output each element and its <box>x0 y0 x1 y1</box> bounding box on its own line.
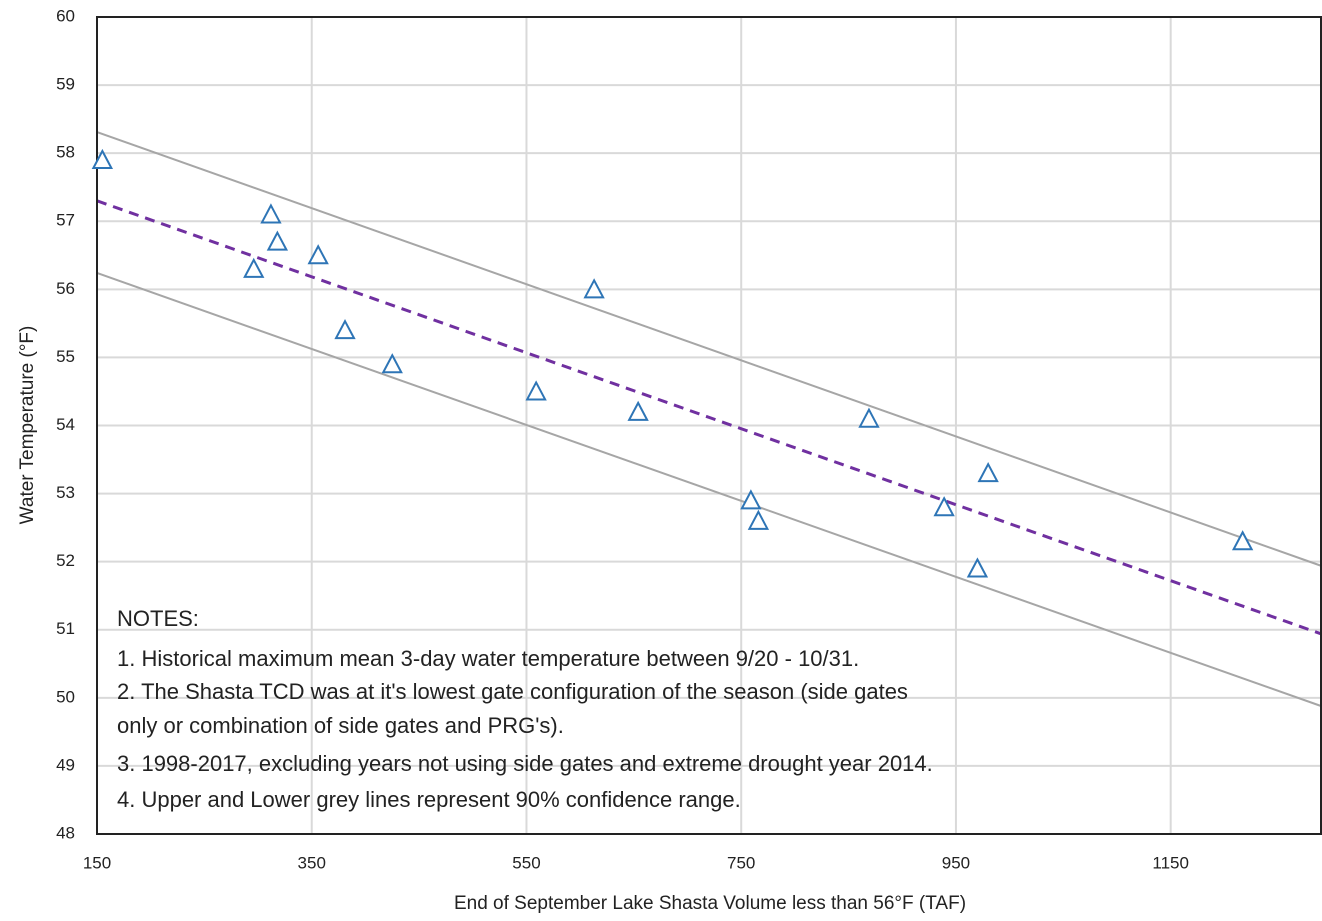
y-tick-label: 48 <box>56 823 75 842</box>
trend-line <box>97 272 1322 707</box>
point <box>977 462 999 483</box>
y-tick-label: 53 <box>56 483 75 502</box>
point <box>966 557 989 578</box>
notes: NOTES: 1. Historical maximum mean 3-day w… <box>117 606 933 812</box>
y-tick-label: 57 <box>56 211 75 230</box>
point <box>1231 530 1254 551</box>
points <box>91 148 1254 578</box>
point <box>243 257 265 278</box>
y-tick-label: 60 <box>56 6 75 25</box>
x-tick-label: 950 <box>942 853 970 872</box>
point <box>583 278 605 299</box>
y-tick-label: 55 <box>56 347 75 366</box>
point <box>266 230 289 251</box>
note-line: only or combination of side gates and PR… <box>117 713 564 738</box>
point <box>334 319 356 340</box>
note-line: 1. Historical maximum mean 3-day water t… <box>117 646 859 671</box>
note-line: 3. 1998-2017, excluding years not using … <box>117 751 933 776</box>
y-tick-label: 56 <box>56 279 75 298</box>
note-line: 4. Upper and Lower grey lines represent … <box>117 787 741 812</box>
point <box>307 244 329 265</box>
x-tick-label: 350 <box>298 853 326 872</box>
y-tick-label: 50 <box>56 687 75 706</box>
y-tick-label: 52 <box>56 551 75 570</box>
point <box>933 496 955 517</box>
point <box>260 203 282 224</box>
point <box>740 489 762 510</box>
x-tick-label: 550 <box>512 853 540 872</box>
point <box>91 148 114 169</box>
y-tick-label: 49 <box>56 755 75 774</box>
note-line: NOTES: <box>117 606 199 631</box>
x-tick-label: 1150 <box>1152 853 1189 872</box>
point <box>381 353 403 374</box>
y-tick-label: 54 <box>56 415 75 434</box>
trend-line <box>97 199 1322 636</box>
note-line: 2. The Shasta TCD was at it's lowest gat… <box>117 679 908 704</box>
grid <box>96 16 1321 835</box>
point <box>627 400 649 421</box>
trend-line <box>97 131 1322 567</box>
point <box>525 380 547 401</box>
plot-frame <box>96 16 1322 835</box>
x-tick-label: 150 <box>83 853 111 872</box>
ticks: 48 49 50 51 52 53 54 55 56 57 58 59 60 150 350 550 750 95… <box>56 6 1189 872</box>
point <box>858 407 880 428</box>
x-tick-label: 750 <box>727 853 755 872</box>
x-axis-label: End of September Lake Shasta Volume less… <box>454 893 966 914</box>
y-tick-label: 58 <box>56 143 75 162</box>
y-tick-label: 59 <box>56 75 75 94</box>
point <box>747 509 770 530</box>
y-axis-label: Water Temperature (°F) <box>17 326 38 525</box>
y-tick-label: 51 <box>56 619 75 638</box>
trend-lines <box>97 131 1322 707</box>
